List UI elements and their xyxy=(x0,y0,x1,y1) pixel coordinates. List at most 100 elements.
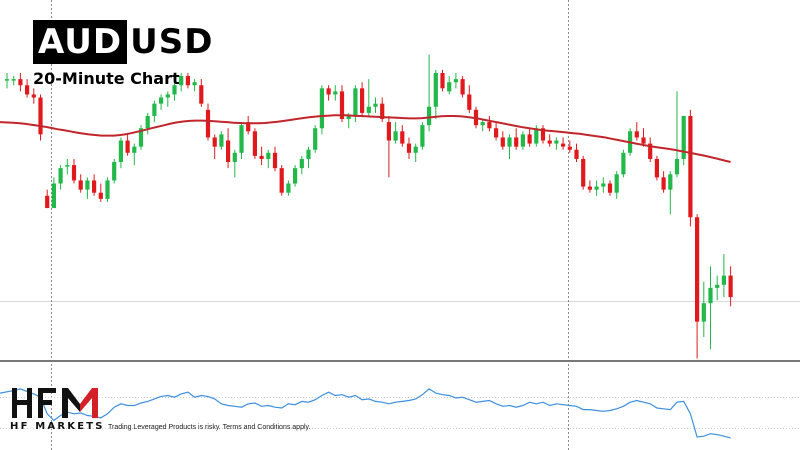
candle-body xyxy=(668,174,673,190)
candle xyxy=(18,72,23,92)
candle-body xyxy=(152,103,157,116)
candle xyxy=(427,54,432,132)
candle-body xyxy=(688,115,693,218)
candle-body xyxy=(366,106,371,113)
candle xyxy=(614,171,619,199)
candle xyxy=(386,115,391,178)
candle xyxy=(440,69,445,92)
candle xyxy=(373,97,378,113)
candle-body xyxy=(607,183,613,193)
candle-body xyxy=(45,195,50,209)
candle-body xyxy=(427,106,432,126)
candle-body xyxy=(192,82,197,86)
candle-body xyxy=(112,162,117,181)
candle xyxy=(607,180,613,196)
candle xyxy=(279,165,284,196)
candle-body xyxy=(540,128,546,141)
candle xyxy=(420,122,425,150)
candle xyxy=(366,79,371,116)
candle xyxy=(587,180,592,193)
candle-body xyxy=(78,180,83,190)
candle xyxy=(31,88,36,104)
candle-body xyxy=(299,158,304,169)
candle-body xyxy=(701,303,706,322)
candle-body xyxy=(433,72,438,107)
candle-body xyxy=(728,275,733,298)
candle xyxy=(25,79,30,98)
candle xyxy=(286,180,291,196)
candle-body xyxy=(333,91,338,95)
candle-body xyxy=(132,146,137,153)
candle xyxy=(185,72,190,89)
candle-body xyxy=(286,183,291,193)
candle xyxy=(360,82,365,116)
chart-title: AUD USD xyxy=(33,20,213,64)
candle-body xyxy=(467,94,472,110)
candle-body xyxy=(239,125,244,153)
candle xyxy=(98,183,103,202)
candle xyxy=(85,177,90,199)
candle xyxy=(199,79,204,107)
candle-body xyxy=(65,165,70,167)
candle-body xyxy=(293,168,298,184)
candle-body xyxy=(594,186,599,190)
candle-body xyxy=(4,79,10,81)
candle xyxy=(105,177,110,202)
candle-body xyxy=(25,85,30,95)
candle-body xyxy=(661,177,666,190)
candle xyxy=(487,115,492,132)
candle xyxy=(152,100,157,123)
candle xyxy=(259,146,264,166)
candle-body xyxy=(587,186,592,190)
candle-body xyxy=(554,140,559,144)
candle xyxy=(721,254,726,298)
candle-body xyxy=(205,109,211,138)
candle xyxy=(58,165,63,190)
candle xyxy=(688,109,693,227)
candle xyxy=(159,94,164,110)
candle xyxy=(45,189,50,209)
candle xyxy=(11,76,16,86)
candle xyxy=(654,155,659,181)
candle xyxy=(219,131,224,150)
candle-body xyxy=(393,131,398,141)
candle xyxy=(246,115,251,135)
candle-body xyxy=(118,140,123,163)
brand-tagline: HF MARKETS xyxy=(10,421,105,432)
candle-body xyxy=(219,134,224,147)
candle-body xyxy=(514,137,519,147)
symbol-rest: USD xyxy=(130,22,214,62)
candle xyxy=(306,146,311,169)
oscillator-line xyxy=(0,388,731,439)
candle-body xyxy=(138,128,144,147)
candle-body xyxy=(534,128,539,144)
candle xyxy=(494,122,499,141)
candle xyxy=(514,128,519,150)
candle xyxy=(333,85,338,101)
candle xyxy=(172,82,177,101)
candle xyxy=(326,85,331,101)
candle-body xyxy=(614,174,619,193)
candle xyxy=(634,122,639,141)
candle xyxy=(393,122,398,144)
chart-subtitle: 20-Minute Chart xyxy=(33,69,180,88)
candle xyxy=(641,128,646,147)
candle-body xyxy=(226,140,231,163)
candle xyxy=(701,281,706,337)
candle xyxy=(648,137,653,163)
candle-body xyxy=(159,97,164,104)
candle xyxy=(125,134,130,156)
candle xyxy=(92,174,97,196)
candle-body xyxy=(306,149,311,159)
candle-body xyxy=(601,183,606,187)
candle-body xyxy=(252,131,257,156)
candle-body xyxy=(259,155,264,159)
candle-body xyxy=(567,146,572,150)
candle xyxy=(192,79,197,92)
symbol-highlight: AUD xyxy=(33,20,128,64)
candle xyxy=(527,128,532,147)
candle-body xyxy=(648,143,653,159)
candle-body xyxy=(440,72,445,89)
candle xyxy=(205,103,211,141)
